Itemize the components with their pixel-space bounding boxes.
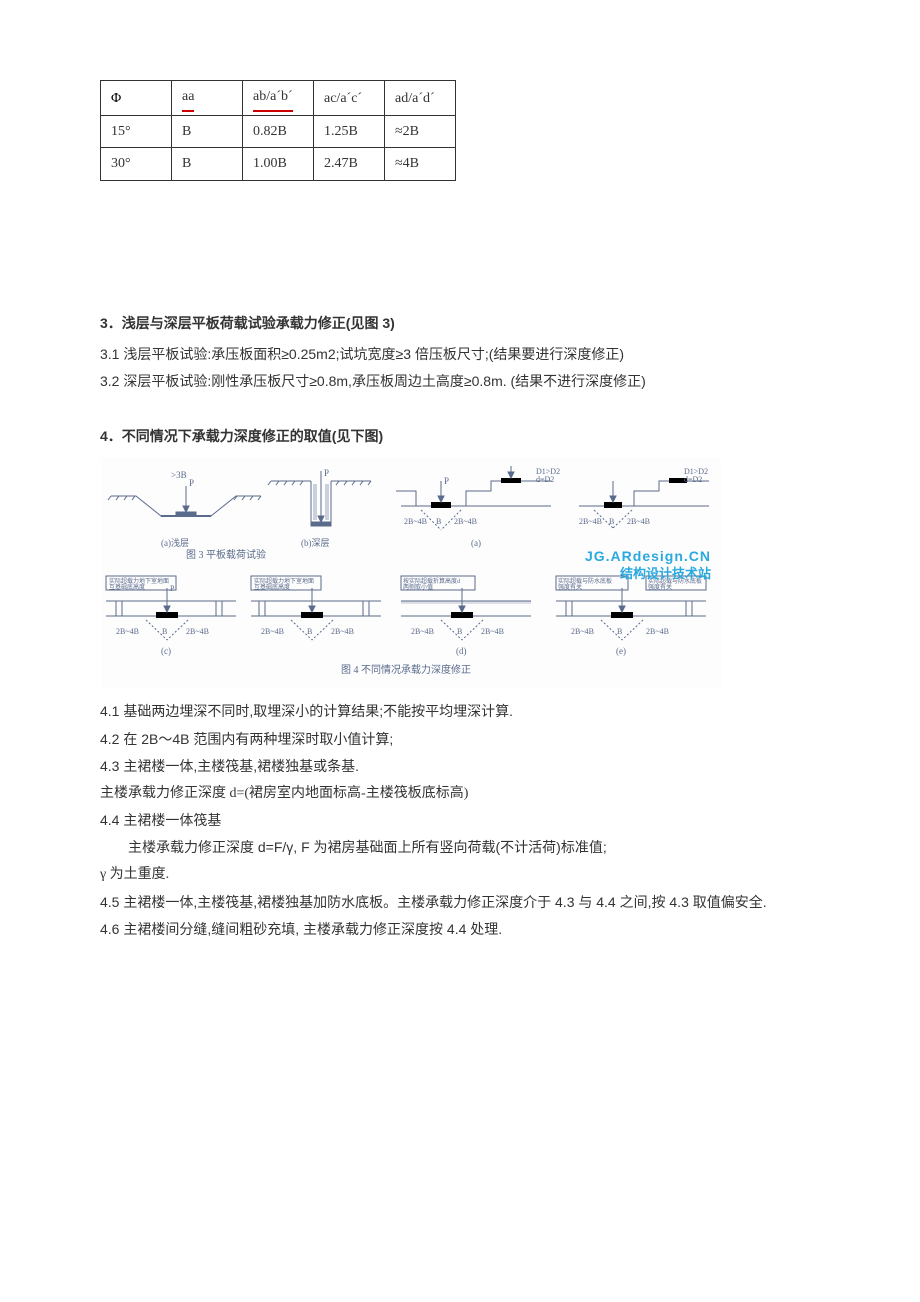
section-3-line1: 3.1 浅层平板试验:承压板面积≥0.25m2;试坑宽度≥3 倍压板尺寸;(结果… [100, 342, 820, 367]
svg-text:>3B: >3B [171, 470, 187, 480]
svg-text:互基础底高度: 互基础底高度 [254, 583, 290, 591]
svg-text:P: P [444, 476, 449, 486]
section-3-title: 3．浅层与深层平板荷载试验承载力修正(见图 3) [100, 311, 820, 336]
line-4-4: 4.4 主裙楼一体筏基 [100, 808, 820, 833]
svg-text:B: B [436, 517, 441, 526]
cell: 30° [101, 148, 172, 180]
svg-text:2B~4B: 2B~4B [571, 627, 594, 636]
svg-text:d=D2: d=D2 [536, 475, 554, 484]
svg-text:B: B [617, 627, 622, 636]
svg-text:强度有关: 强度有关 [558, 583, 582, 591]
line-4-1: 4.1 基础两边埋深不同时,取埋深小的计算结果;不能按平均埋深计算. [100, 699, 820, 724]
svg-text:P: P [324, 468, 329, 478]
svg-text:B: B [609, 517, 614, 526]
cell: ≈2B [385, 116, 456, 148]
table-row: 30° B 1.00B 2.47B ≈4B [101, 148, 456, 180]
svg-text:按实际超载折算高度d: 按实际超载折算高度d [403, 577, 460, 585]
watermark-cn: 结构设计技术站 [620, 562, 711, 585]
cell: 1.00B [243, 148, 314, 180]
cell: 2.47B [314, 148, 385, 180]
line-4-3b: 主楼承载力修正深度 d=(裙房室内地面标高-主楼筏板底标高) [100, 781, 820, 806]
col-ad: ad/a´d´ [385, 81, 456, 116]
col-ab: ab/a´b´ [243, 81, 314, 116]
cell: 1.25B [314, 116, 385, 148]
col-ac: ac/a´c´ [314, 81, 385, 116]
svg-text:P: P [170, 584, 175, 593]
svg-text:2B~4B: 2B~4B [627, 517, 650, 526]
line-4-5: 4.5 主裙楼一体,主楼筏基,裙楼独基加防水底板。主楼承载力修正深度介于 4.3… [100, 890, 820, 915]
svg-text:B: B [307, 627, 312, 636]
line-4-2: 4.2 在 2B～4B 范围内有两种埋深时取小值计算; [100, 727, 820, 752]
svg-text:(b)深层: (b)深层 [301, 538, 330, 548]
svg-text:2B~4B: 2B~4B [411, 627, 434, 636]
svg-text:2B~4B: 2B~4B [579, 517, 602, 526]
svg-text:实际超载与防水底板: 实际超载与防水底板 [558, 577, 612, 585]
svg-text:图 4 不同情况承载力深度修正: 图 4 不同情况承载力深度修正 [341, 663, 471, 676]
svg-text:2B~4B: 2B~4B [454, 517, 477, 526]
table-header-row: Φ aa ab/a´b´ ac/a´c´ ad/a´d´ [101, 81, 456, 116]
figure-diagrams: P >3B (a)浅层 P [100, 457, 722, 689]
parameter-table: Φ aa ab/a´b´ ac/a´c´ ad/a´d´ 15° B 0.82B… [100, 80, 456, 181]
svg-text:图 3 平板载荷试验: 图 3 平板载荷试验 [186, 548, 266, 561]
svg-text:(a)浅层: (a)浅层 [161, 537, 189, 548]
svg-text:(a): (a) [471, 538, 481, 548]
svg-text:(d): (d) [456, 646, 467, 656]
line-4-3: 4.3 主裙楼一体,主楼筏基,裙楼独基或条基. [100, 754, 820, 779]
svg-text:实际超载力地下室地面: 实际超载力地下室地面 [109, 577, 169, 585]
svg-text:B: B [162, 627, 167, 636]
table-row: 15° B 0.82B 1.25B ≈2B [101, 116, 456, 148]
line-4-4c: γ 为土重度. [100, 862, 820, 887]
svg-text:两侧取小值: 两侧取小值 [403, 583, 433, 591]
svg-text:实际超载力地下室地面: 实际超载力地下室地面 [254, 577, 314, 585]
section-4-title: 4．不同情况下承载力深度修正的取值(见下图) [100, 424, 820, 449]
svg-text:互基础底高度: 互基础底高度 [109, 583, 145, 591]
cell: ≈4B [385, 148, 456, 180]
svg-text:(c): (c) [161, 646, 171, 656]
line-4-6: 4.6 主裙楼间分缝,缝间粗砂充填, 主楼承载力修正深度按 4.4 处理. [100, 917, 820, 942]
cell: 0.82B [243, 116, 314, 148]
cell: 15° [101, 116, 172, 148]
section-3-line2: 3.2 深层平板试验:刚性承压板尺寸≥0.8m,承压板周边土高度≥0.8m. (… [100, 369, 820, 394]
col-phi: Φ [101, 81, 172, 116]
svg-text:(e): (e) [616, 646, 626, 656]
svg-text:2B~4B: 2B~4B [186, 627, 209, 636]
svg-text:2B~4B: 2B~4B [481, 627, 504, 636]
svg-text:d=D2: d=D2 [684, 475, 702, 484]
cell: B [172, 148, 243, 180]
svg-text:2B~4B: 2B~4B [404, 517, 427, 526]
svg-text:2B~4B: 2B~4B [331, 627, 354, 636]
svg-text:2B~4B: 2B~4B [116, 627, 139, 636]
svg-text:B: B [457, 627, 462, 636]
line-4-4b: 主楼承载力修正深度 d=F/γ, F 为裙房基础面上所有竖向荷载(不计活荷)标准… [128, 835, 820, 860]
col-aa: aa [172, 81, 243, 116]
svg-text:2B~4B: 2B~4B [261, 627, 284, 636]
svg-text:2B~4B: 2B~4B [646, 627, 669, 636]
svg-text:P: P [189, 478, 194, 488]
cell: B [172, 116, 243, 148]
